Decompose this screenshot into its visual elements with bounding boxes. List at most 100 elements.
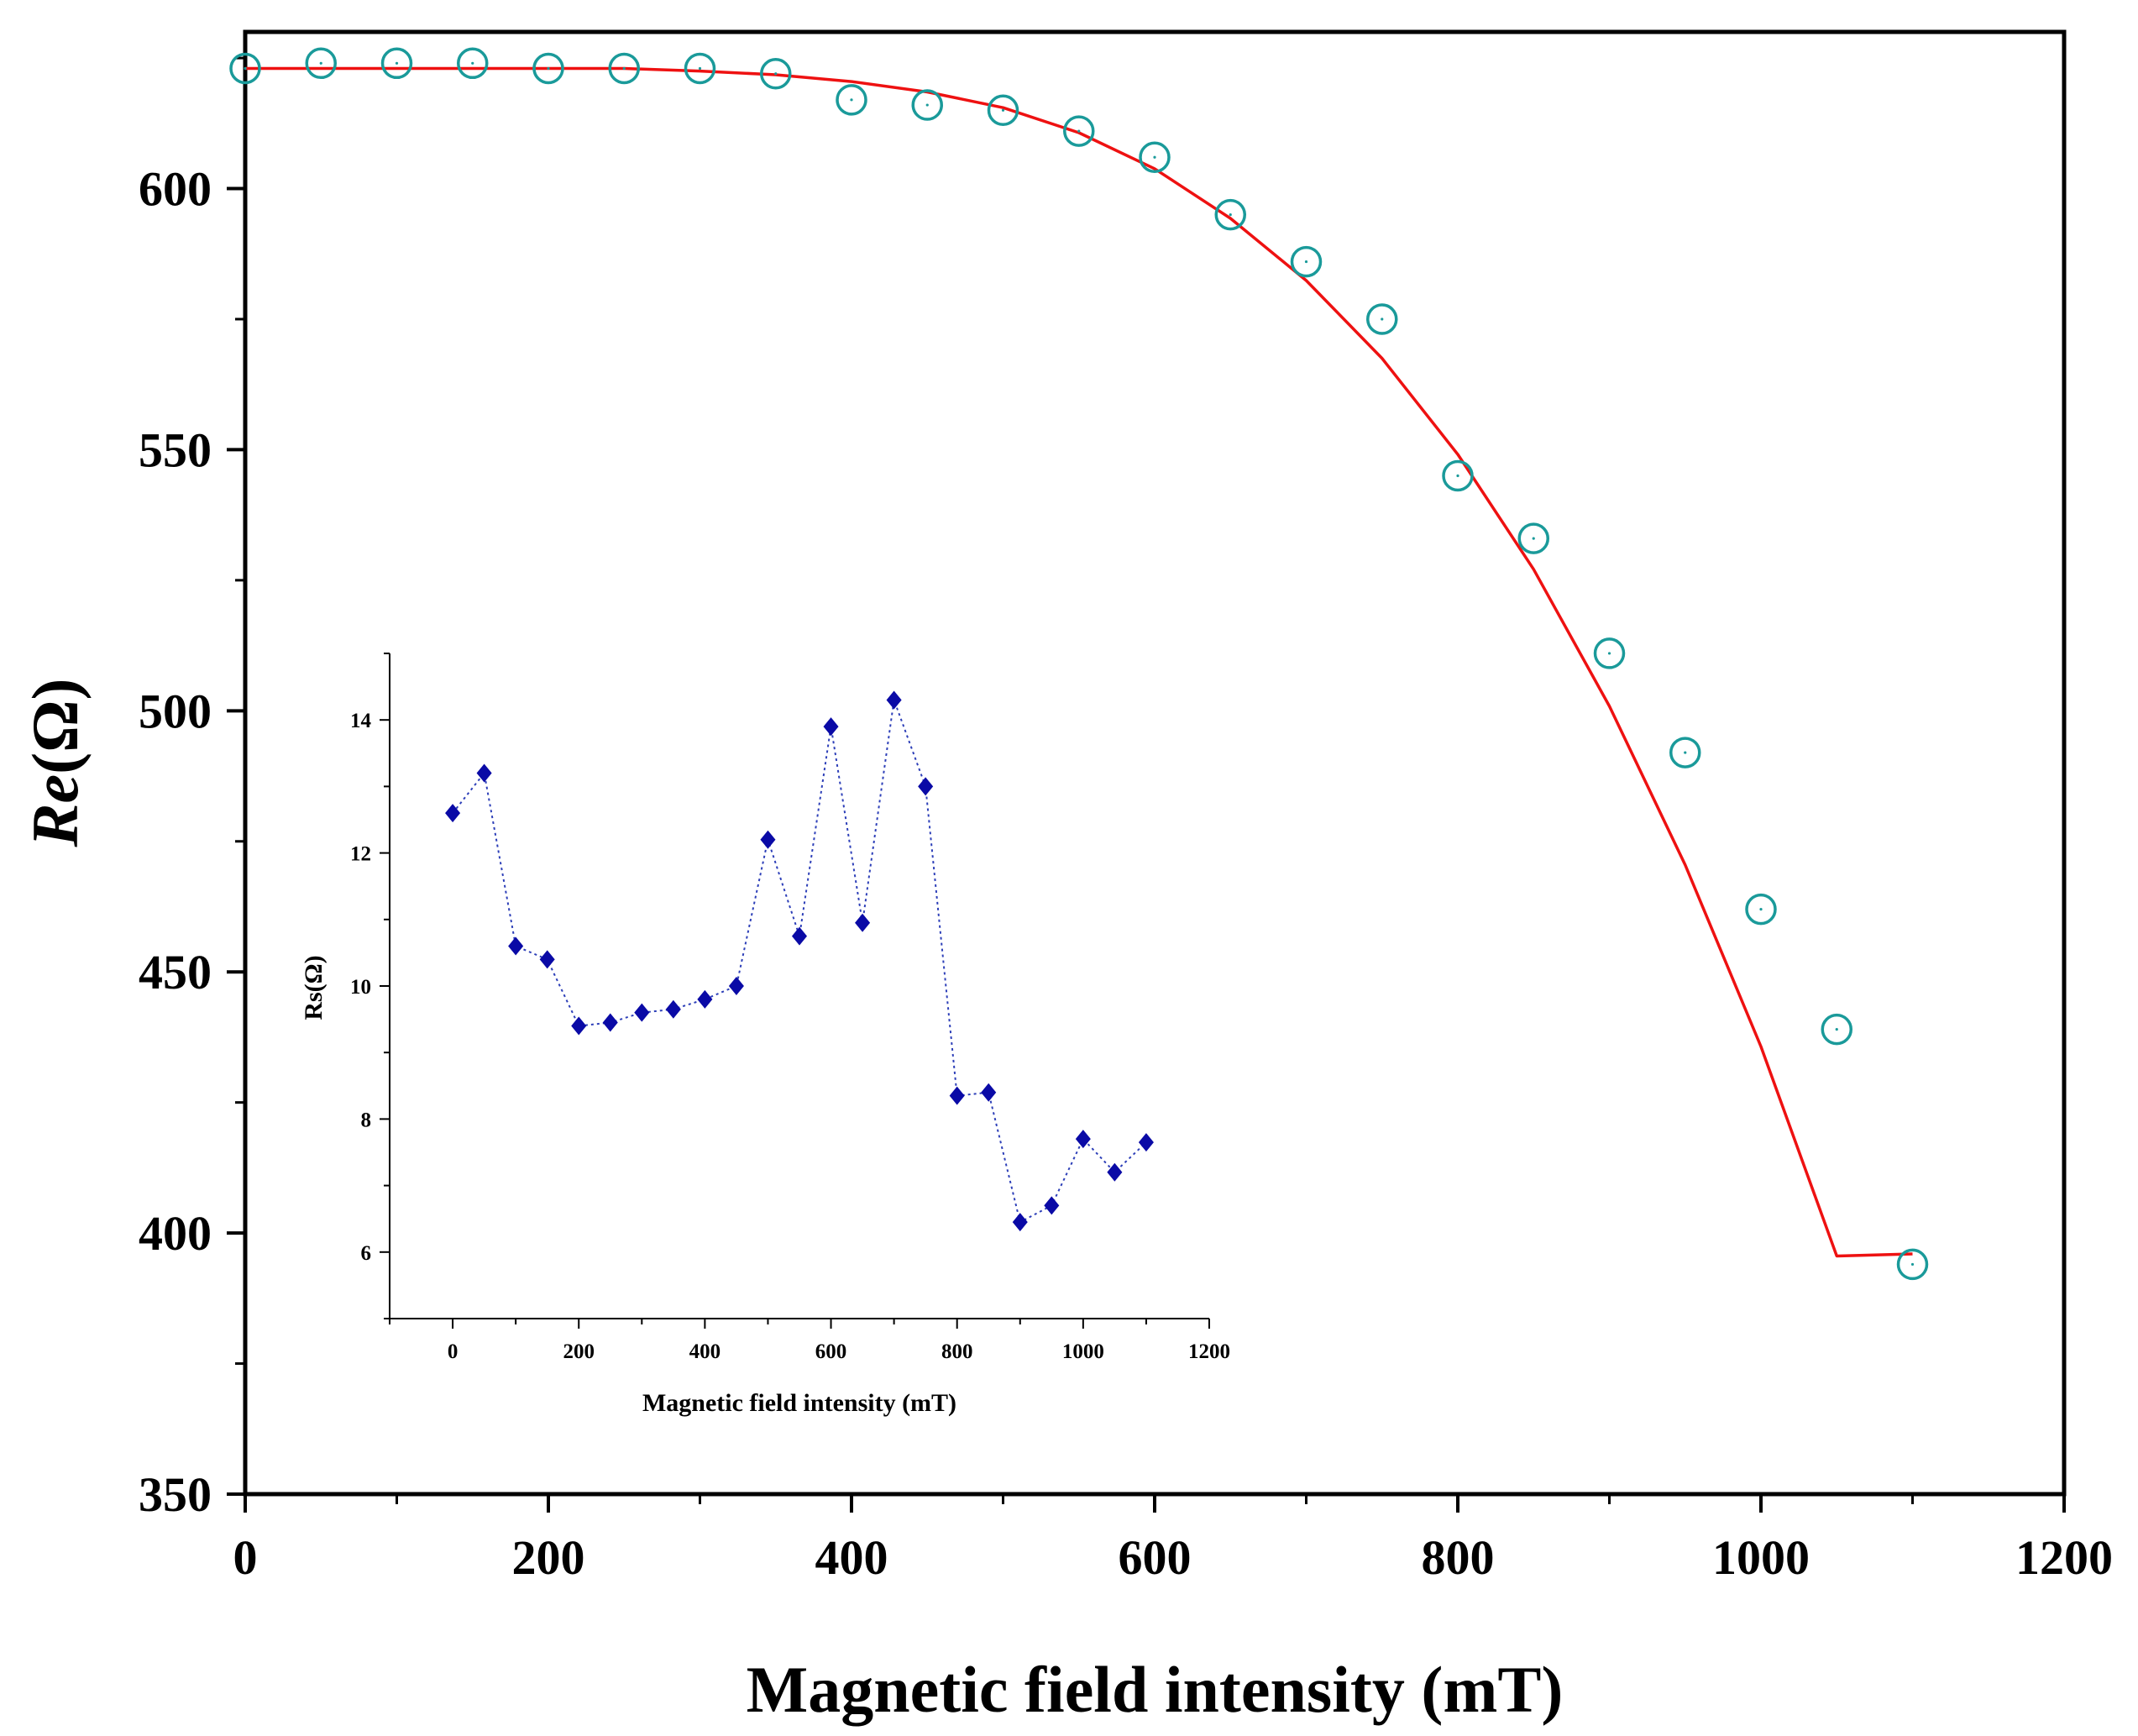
measured-data-point-center bbox=[1001, 108, 1005, 112]
measured-data-point bbox=[1517, 522, 1549, 554]
rs-data-point bbox=[697, 989, 713, 1009]
rs-data-point bbox=[602, 1013, 618, 1032]
rs-data-point bbox=[886, 690, 902, 710]
measured-data-point-center bbox=[244, 66, 247, 71]
rs-data-point bbox=[918, 777, 934, 796]
main-y-tick-label: 450 bbox=[139, 945, 212, 999]
main-y-axis-title: Re(Ω) bbox=[18, 678, 92, 847]
measured-data-point bbox=[1896, 1248, 1929, 1281]
measured-data-point bbox=[1593, 637, 1626, 669]
measured-data-point bbox=[1139, 141, 1171, 173]
main-x-tick-label: 400 bbox=[815, 1530, 888, 1585]
main-x-tick-label: 1200 bbox=[2015, 1530, 2113, 1585]
main-y-axis-title-unit: (Ω) bbox=[18, 678, 92, 774]
rs-data-point bbox=[1044, 1196, 1060, 1215]
main-x-tick-label: 800 bbox=[1422, 1530, 1495, 1585]
measured-data-point-center bbox=[1759, 908, 1763, 911]
measured-data-point bbox=[836, 84, 867, 116]
measured-data-point-center bbox=[1532, 537, 1535, 540]
measured-data-point bbox=[532, 52, 564, 85]
rs-data-point bbox=[1107, 1162, 1123, 1182]
measured-data-point bbox=[1442, 459, 1474, 492]
inset-x-tick-label: 1000 bbox=[1062, 1340, 1104, 1363]
main-y-tick-label: 550 bbox=[139, 422, 212, 477]
main-y-tick-label: 600 bbox=[139, 162, 212, 217]
rs-data-point bbox=[508, 936, 524, 956]
measured-data-point-center bbox=[774, 72, 778, 76]
measured-data-point bbox=[1745, 893, 1777, 926]
rs-data-point bbox=[855, 913, 871, 932]
measured-data-point-center bbox=[1077, 129, 1081, 133]
measured-data-point-center bbox=[622, 66, 626, 71]
measured-data-point bbox=[1821, 1013, 1852, 1046]
measured-data-point-center bbox=[1229, 213, 1232, 217]
main-data-series bbox=[229, 47, 1929, 1281]
main-x-axis-title: Magnetic field intensity (mT) bbox=[747, 1653, 1564, 1726]
measured-data-point-center bbox=[1456, 474, 1459, 478]
rs-data-point bbox=[760, 830, 776, 849]
rs-data-point bbox=[949, 1086, 965, 1105]
rs-data-point bbox=[1012, 1213, 1028, 1232]
rs-data-point bbox=[445, 804, 461, 823]
inset-x-tick-label: 1200 bbox=[1188, 1340, 1230, 1363]
fit-curve-line bbox=[245, 66, 1913, 1258]
rs-data-point bbox=[476, 763, 492, 783]
rs-data-point bbox=[539, 950, 555, 969]
main-x-tick-label: 200 bbox=[512, 1530, 585, 1585]
measured-data-point bbox=[305, 47, 337, 80]
rs-data-point bbox=[728, 977, 744, 995]
measured-data-point-center bbox=[1153, 155, 1156, 159]
main-x-tick-label: 1000 bbox=[1712, 1530, 1810, 1585]
rs-data-point bbox=[823, 717, 839, 737]
inset-x-tick-label: 200 bbox=[563, 1340, 595, 1363]
measured-data-point bbox=[1214, 198, 1246, 231]
measured-data-point bbox=[1669, 737, 1701, 768]
main-y-tick-label: 350 bbox=[139, 1467, 212, 1522]
main-x-tick-label: 0 bbox=[233, 1530, 258, 1585]
measured-data-point-center bbox=[1607, 652, 1611, 655]
measured-data-point-center bbox=[1381, 317, 1384, 321]
measured-data-point bbox=[229, 52, 261, 85]
main-y-axis-title-symbol: Re bbox=[18, 774, 92, 848]
main-axis-ticks: 0 200 400 600 800 1000 1200 350 400 450 500 550 600 bbox=[139, 56, 2113, 1585]
inset-y-tick-label: 12 bbox=[350, 843, 371, 866]
measured-data-point-center bbox=[547, 66, 550, 71]
main-x-tick-label: 600 bbox=[1119, 1530, 1192, 1585]
measured-data-point bbox=[987, 94, 1019, 127]
inset-y-tick-label: 8 bbox=[361, 1109, 372, 1131]
measured-data-point-center bbox=[925, 103, 929, 107]
measured-data-point bbox=[1063, 115, 1095, 147]
inset-y-tick-label: 6 bbox=[361, 1242, 372, 1265]
measured-data-point-center bbox=[1835, 1028, 1838, 1031]
inset-x-tick-label: 400 bbox=[689, 1340, 721, 1363]
inset-background bbox=[390, 653, 1209, 1319]
inset-y-tick-label: 14 bbox=[350, 710, 372, 732]
inset-axis-ticks: 0 200 400 600 800 1000 1200 6 8 10 12 14 bbox=[350, 653, 1230, 1363]
measured-data-point bbox=[760, 57, 792, 90]
measured-data-point-center bbox=[1910, 1262, 1915, 1267]
rs-data-point bbox=[634, 1003, 650, 1022]
inset-y-tick-label: 10 bbox=[350, 976, 371, 999]
inset-x-tick-label: 600 bbox=[815, 1340, 847, 1363]
inset-data-series bbox=[445, 690, 1154, 1232]
inset-chart: 0 200 400 600 800 1000 1200 6 8 10 12 14 Magnetic f… bbox=[300, 653, 1230, 1417]
rs-data-point bbox=[571, 1016, 587, 1036]
measured-data-point bbox=[684, 52, 716, 85]
rs-data-point bbox=[791, 926, 808, 946]
main-y-tick-label: 500 bbox=[139, 684, 212, 738]
measured-data-point-center bbox=[319, 61, 322, 65]
measured-data-point-center bbox=[471, 61, 474, 65]
rs-data-point bbox=[1138, 1133, 1154, 1152]
rs-data-point bbox=[1075, 1130, 1091, 1149]
measured-data-point-center bbox=[850, 98, 853, 102]
rs-data-point bbox=[981, 1083, 997, 1102]
measured-data-point bbox=[1290, 245, 1323, 278]
measured-data-point bbox=[457, 47, 489, 80]
measured-data-point bbox=[380, 47, 413, 80]
measured-data-point bbox=[608, 52, 640, 85]
main-y-tick-label: 400 bbox=[139, 1206, 212, 1261]
rs-series-line bbox=[452, 700, 1147, 1224]
inset-x-axis-title: Magnetic field intensity (mT) bbox=[642, 1389, 956, 1417]
